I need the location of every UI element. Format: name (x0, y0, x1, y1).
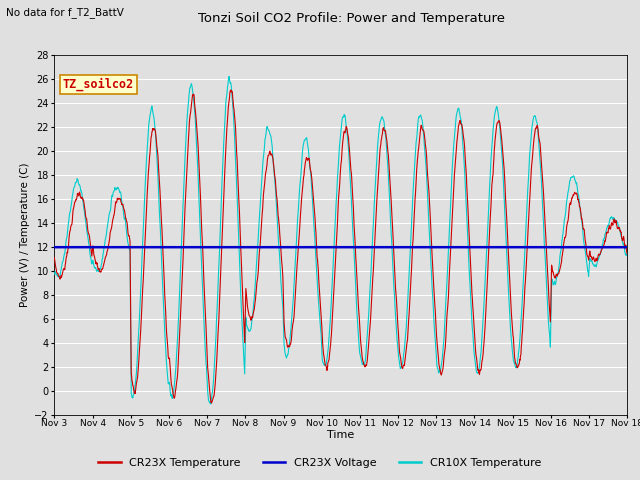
X-axis label: Time: Time (327, 430, 355, 440)
Legend: CR23X Temperature, CR23X Voltage, CR10X Temperature: CR23X Temperature, CR23X Voltage, CR10X … (94, 453, 546, 472)
Text: Tonzi Soil CO2 Profile: Power and Temperature: Tonzi Soil CO2 Profile: Power and Temper… (198, 12, 506, 25)
Text: No data for f_T2_BattV: No data for f_T2_BattV (6, 7, 124, 18)
Text: TZ_soilco2: TZ_soilco2 (63, 77, 134, 91)
Y-axis label: Power (V) / Temperature (C): Power (V) / Temperature (C) (20, 163, 30, 308)
